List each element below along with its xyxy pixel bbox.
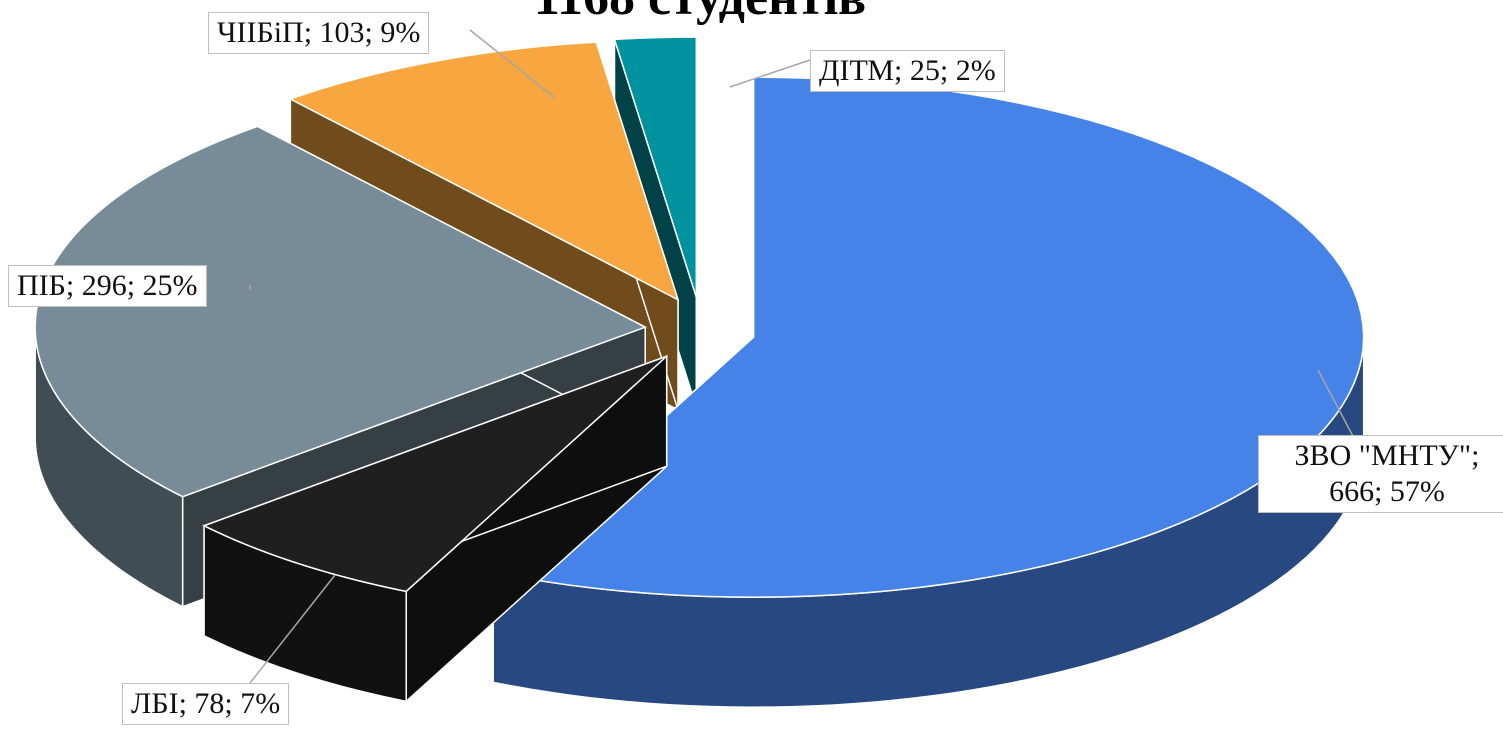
slice-top	[288, 41, 680, 302]
data-label: ЗВО "МНТУ"; 666; 57%	[1258, 435, 1503, 513]
leader-line	[729, 59, 811, 88]
leader-line	[469, 29, 556, 99]
data-label: ЛБІ; 78; 7%	[122, 683, 290, 725]
slice	[491, 76, 1365, 708]
data-label: ПІБ; 296; 25%	[8, 265, 207, 307]
slice-top	[202, 355, 668, 593]
slice-top	[613, 36, 698, 298]
data-label: ДІТМ; 25; 2%	[810, 50, 1005, 92]
leader-line	[1317, 369, 1356, 441]
slice-top	[491, 76, 1365, 598]
chart-title: 1168 студентів	[534, 0, 866, 26]
data-label: ЧІІБіП; 103; 9%	[208, 12, 430, 54]
leader-line	[249, 574, 336, 684]
